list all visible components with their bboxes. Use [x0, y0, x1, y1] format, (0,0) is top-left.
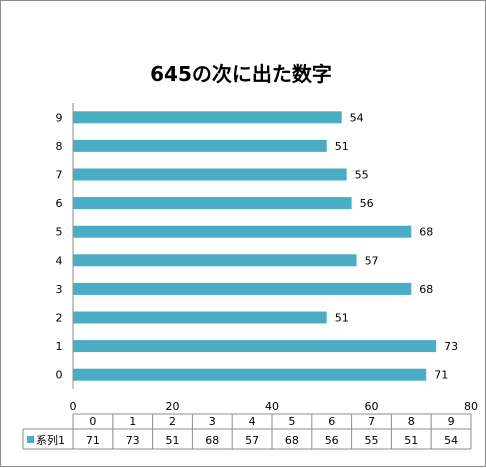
table-value-9: 54	[444, 434, 458, 447]
y-tick-label-8: 8	[56, 140, 63, 153]
y-tick-label-5: 5	[56, 226, 63, 239]
table-header-8: 8	[408, 415, 415, 428]
table-header-6: 6	[328, 415, 335, 428]
bar-6	[73, 197, 352, 210]
y-tick-label-3: 3	[56, 283, 63, 296]
table-header-4: 4	[249, 415, 256, 428]
table-series-name: 系列1	[36, 433, 65, 447]
plot-area: 0 71 1 73 2 51 3 68 4 57 5 68 6 56 7 55 8 51 9 54 0 20 40 60 80	[56, 103, 478, 413]
table-value-1: 73	[126, 434, 140, 447]
table-header-3: 3	[209, 415, 216, 428]
table-value-4: 57	[245, 434, 259, 447]
x-tick-label-20: 20	[166, 400, 180, 413]
legend-key-series-1	[27, 436, 34, 443]
table-header-0: 0	[89, 415, 96, 428]
data-label-5: 68	[419, 226, 433, 239]
y-tick-label-9: 9	[56, 111, 63, 124]
table-value-0: 71	[86, 434, 100, 447]
y-tick-label-2: 2	[56, 312, 63, 325]
y-tick-label-4: 4	[56, 254, 63, 267]
y-tick-label-7: 7	[56, 169, 63, 182]
table-header-1: 1	[129, 415, 136, 428]
data-label-4: 57	[365, 254, 379, 267]
table-value-5: 68	[285, 434, 299, 447]
table-value-2: 51	[166, 434, 180, 447]
x-tick-label-80: 80	[464, 400, 478, 413]
bar-1	[73, 340, 437, 353]
y-tick-label-1: 1	[56, 340, 63, 353]
table-value-3: 68	[205, 434, 219, 447]
table-header-9: 9	[448, 415, 455, 428]
x-tick-label-0: 0	[70, 400, 77, 413]
bar-4	[73, 254, 357, 267]
y-tick-label-0: 0	[56, 369, 63, 382]
table-value-6: 56	[325, 434, 339, 447]
x-tick-label-60: 60	[365, 400, 379, 413]
table-value-7: 55	[365, 434, 379, 447]
table-value-8: 51	[404, 434, 418, 447]
data-label-7: 55	[355, 169, 369, 182]
x-tick-label-40: 40	[265, 400, 279, 413]
table-header-2: 2	[169, 415, 176, 428]
bar-2	[73, 311, 327, 324]
data-label-0: 71	[434, 369, 448, 382]
bar-9	[73, 111, 342, 124]
data-label-9: 54	[350, 111, 364, 124]
data-label-1: 73	[444, 340, 458, 353]
table-header-5: 5	[288, 415, 295, 428]
bar-3	[73, 282, 412, 295]
table-header-7: 7	[368, 415, 375, 428]
data-label-3: 68	[419, 283, 433, 296]
bar-5	[73, 225, 412, 238]
data-label-8: 51	[335, 140, 349, 153]
bar-8	[73, 139, 327, 152]
data-label-6: 56	[360, 197, 374, 210]
data-label-2: 51	[335, 312, 349, 325]
data-table: 0 71 1 73 2 51 3 68 4 57 5 68 6 56 7 55 8 51 9 54 系列1	[22, 413, 472, 450]
y-tick-label-6: 6	[56, 197, 63, 210]
bar-0	[73, 368, 427, 381]
bar-7	[73, 168, 347, 181]
chart-title: 645の次に出た数字	[150, 62, 332, 86]
